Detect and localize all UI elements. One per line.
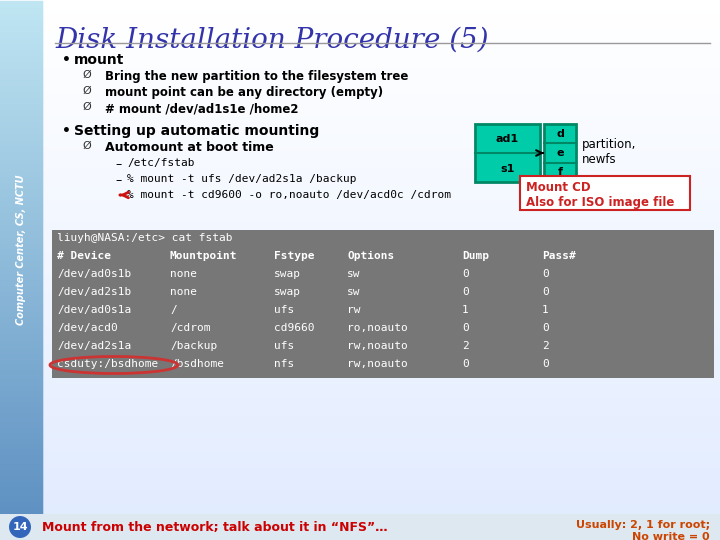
Text: Pass#: Pass# xyxy=(542,251,576,261)
Text: swap: swap xyxy=(274,287,301,297)
Text: sw: sw xyxy=(347,287,361,297)
Text: csduty:/bsdhome: csduty:/bsdhome xyxy=(57,359,158,369)
Bar xyxy=(475,124,540,182)
Text: Setting up automatic mounting: Setting up automatic mounting xyxy=(74,124,319,138)
Text: none: none xyxy=(170,287,197,297)
Text: 0: 0 xyxy=(462,287,469,297)
Bar xyxy=(544,124,576,182)
Bar xyxy=(52,230,714,378)
Text: # Device: # Device xyxy=(57,251,111,261)
Text: 0: 0 xyxy=(542,269,549,279)
Text: Usually: 2, 1 for root;
No write = 0: Usually: 2, 1 for root; No write = 0 xyxy=(576,520,710,540)
Text: 0: 0 xyxy=(542,323,549,333)
Text: /dev/acd0: /dev/acd0 xyxy=(57,323,118,333)
Circle shape xyxy=(9,516,31,538)
Text: sw: sw xyxy=(347,269,361,279)
Text: /dev/ad0s1b: /dev/ad0s1b xyxy=(57,269,131,279)
Text: Fstype: Fstype xyxy=(274,251,315,261)
Text: rw: rw xyxy=(347,305,361,315)
Text: 0: 0 xyxy=(462,323,469,333)
Text: 2: 2 xyxy=(462,341,469,351)
Text: liuyh@NASA:/etc> cat fstab: liuyh@NASA:/etc> cat fstab xyxy=(57,233,233,243)
Text: Ø: Ø xyxy=(82,141,91,151)
Text: ufs: ufs xyxy=(274,341,294,351)
Text: partition,
newfs: partition, newfs xyxy=(582,138,636,166)
Text: /cdrom: /cdrom xyxy=(170,323,210,333)
Text: Options: Options xyxy=(347,251,395,261)
Bar xyxy=(0,514,720,540)
Text: d: d xyxy=(556,129,564,139)
Text: 0: 0 xyxy=(542,359,549,369)
Text: –: – xyxy=(115,158,121,171)
Bar xyxy=(520,176,690,210)
Text: •: • xyxy=(62,53,71,67)
Text: /bsdhome: /bsdhome xyxy=(170,359,224,369)
Text: % mount -t cd9600 -o ro,noauto /dev/acd0c /cdrom: % mount -t cd9600 -o ro,noauto /dev/acd0… xyxy=(127,190,451,200)
Text: Ø: Ø xyxy=(82,86,91,96)
Text: 14: 14 xyxy=(12,522,28,532)
Text: mount: mount xyxy=(74,53,125,67)
Text: 2: 2 xyxy=(542,341,549,351)
Text: Mountpoint: Mountpoint xyxy=(170,251,238,261)
Text: rw,noauto: rw,noauto xyxy=(347,341,408,351)
Text: f: f xyxy=(557,167,562,177)
Text: Automount at boot time: Automount at boot time xyxy=(105,141,274,154)
Text: 1: 1 xyxy=(462,305,469,315)
Text: ro,noauto: ro,noauto xyxy=(347,323,408,333)
Text: Dump: Dump xyxy=(462,251,489,261)
Text: cd9660: cd9660 xyxy=(274,323,315,333)
Text: Mount CD
Also for ISO image file: Mount CD Also for ISO image file xyxy=(526,181,675,209)
Text: 0: 0 xyxy=(462,359,469,369)
Text: Mount from the network; talk about it in “NFS”…: Mount from the network; talk about it in… xyxy=(42,521,387,534)
Text: 1: 1 xyxy=(542,305,549,315)
Text: Computer Center, CS, NCTU: Computer Center, CS, NCTU xyxy=(16,175,26,325)
Text: Ø: Ø xyxy=(82,70,91,80)
Text: e: e xyxy=(557,148,564,158)
Text: /dev/ad2s1a: /dev/ad2s1a xyxy=(57,341,131,351)
Text: /: / xyxy=(170,305,176,315)
Text: % mount -t ufs /dev/ad2s1a /backup: % mount -t ufs /dev/ad2s1a /backup xyxy=(127,174,356,184)
Text: •: • xyxy=(62,124,71,138)
Text: Bring the new partition to the filesystem tree: Bring the new partition to the filesyste… xyxy=(105,70,408,83)
Text: ad1: ad1 xyxy=(496,134,519,144)
Text: 0: 0 xyxy=(462,269,469,279)
Text: s1: s1 xyxy=(500,164,515,174)
Text: none: none xyxy=(170,269,197,279)
Text: /dev/ad0s1a: /dev/ad0s1a xyxy=(57,305,131,315)
Text: mount point can be any directory (empty): mount point can be any directory (empty) xyxy=(105,86,383,99)
Text: /dev/ad2s1b: /dev/ad2s1b xyxy=(57,287,131,297)
Text: nfs: nfs xyxy=(274,359,294,369)
Text: –: – xyxy=(115,174,121,187)
Text: Ø: Ø xyxy=(82,102,91,112)
Text: rw,noauto: rw,noauto xyxy=(347,359,408,369)
Text: 0: 0 xyxy=(542,287,549,297)
Text: swap: swap xyxy=(274,269,301,279)
Text: Disk Installation Procedure (5): Disk Installation Procedure (5) xyxy=(55,27,489,54)
Text: # mount /dev/ad1s1e /home2: # mount /dev/ad1s1e /home2 xyxy=(105,102,299,115)
Text: ufs: ufs xyxy=(274,305,294,315)
Text: /backup: /backup xyxy=(170,341,217,351)
Text: /etc/fstab: /etc/fstab xyxy=(127,158,194,168)
